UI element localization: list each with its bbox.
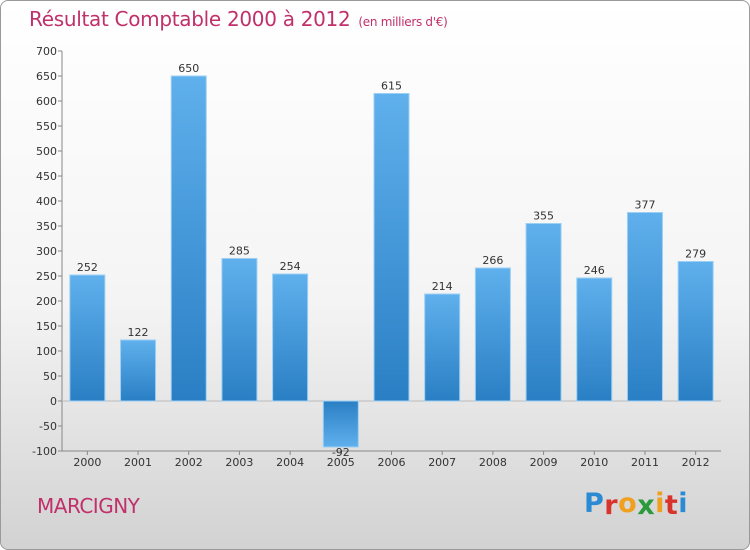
y-tick-label: 350 bbox=[36, 220, 57, 233]
x-tick-label: 2002 bbox=[175, 456, 203, 469]
data-label-2011: 377 bbox=[634, 199, 655, 212]
y-tick-label: 600 bbox=[36, 95, 57, 108]
y-tick-label: 200 bbox=[36, 295, 57, 308]
proxiti-logo: Proxiti bbox=[584, 488, 689, 521]
bar-2011 bbox=[626, 212, 663, 402]
y-tick-label: 250 bbox=[36, 270, 57, 283]
chart-title: Résultat Comptable 2000 à 2012 (en millie… bbox=[29, 7, 448, 31]
data-label-2005: -92 bbox=[332, 446, 350, 459]
data-label-2009: 355 bbox=[533, 210, 554, 223]
y-tick-label: -100 bbox=[32, 445, 57, 458]
y-axis: -100 -50 0 50 100 150 200 250 300 350 400 450 500 550… bbox=[32, 45, 63, 458]
bar-2012 bbox=[677, 261, 714, 402]
data-label-2002: 650 bbox=[178, 62, 199, 75]
logo-letter: x bbox=[637, 490, 656, 521]
bar-2001 bbox=[120, 339, 157, 402]
bar-2010 bbox=[576, 277, 613, 402]
x-tick-label: 2003 bbox=[225, 456, 253, 469]
x-tick-label: 2000 bbox=[73, 456, 101, 469]
bar-2002 bbox=[170, 75, 207, 402]
logo-letter: r bbox=[604, 490, 619, 521]
bar-2006 bbox=[373, 93, 410, 402]
data-label-2010: 246 bbox=[584, 264, 605, 277]
bar-2000 bbox=[69, 274, 106, 402]
city-name: MARCIGNY bbox=[37, 494, 140, 518]
data-label-2007: 214 bbox=[432, 280, 453, 293]
x-tick-label: 2011 bbox=[631, 456, 659, 469]
logo-letter: t bbox=[664, 490, 679, 521]
chart-title-text: Résultat Comptable 2000 à 2012 bbox=[29, 7, 351, 31]
x-tick-label: 2009 bbox=[530, 456, 558, 469]
bar-2003 bbox=[221, 258, 258, 402]
x-tick-label: 2005 bbox=[327, 456, 355, 469]
y-tick-label: 450 bbox=[36, 170, 57, 183]
x-tick-label: 2006 bbox=[378, 456, 406, 469]
y-tick-label: 50 bbox=[43, 370, 57, 383]
y-tick-label: 300 bbox=[36, 245, 57, 258]
data-label-2008: 266 bbox=[482, 254, 503, 267]
bar-2009 bbox=[525, 223, 562, 402]
x-tick-label: 2001 bbox=[124, 456, 152, 469]
bar-2005 bbox=[322, 400, 359, 448]
x-axis: 2000 2001 2002 2003 2004 2005 2006 2007 2008 2009… bbox=[62, 400, 721, 469]
x-tick-label: 2007 bbox=[428, 456, 456, 469]
bar-2004 bbox=[272, 273, 309, 402]
logo-letter: i bbox=[678, 488, 689, 519]
x-tick-label: 2004 bbox=[276, 456, 304, 469]
x-tick-label: 2012 bbox=[682, 456, 710, 469]
logo-letter: P bbox=[584, 488, 605, 519]
data-label-2001: 122 bbox=[128, 326, 149, 339]
data-label-2003: 285 bbox=[229, 245, 250, 258]
data-label-2000: 252 bbox=[77, 261, 98, 274]
y-tick-label: 0 bbox=[50, 395, 57, 408]
y-tick-label: 700 bbox=[36, 45, 57, 58]
logo-letter: i bbox=[655, 488, 665, 519]
data-labels: 252 122 650 285 254 -92 615 214 266 355 246 377 279 bbox=[77, 62, 706, 459]
data-label-2004: 254 bbox=[280, 260, 301, 273]
bar-2007 bbox=[424, 293, 461, 402]
bar-2008 bbox=[474, 267, 511, 402]
bar-chart: -100 -50 0 50 100 150 200 250 300 350 400 450 500 550… bbox=[32, 45, 721, 469]
y-tick-label: 100 bbox=[36, 345, 57, 358]
y-tick-label: 500 bbox=[36, 145, 57, 158]
logo-letter: o bbox=[618, 488, 638, 519]
y-tick-label: 550 bbox=[36, 120, 57, 133]
y-tick-label: -50 bbox=[39, 420, 57, 433]
data-label-2012: 279 bbox=[685, 248, 706, 261]
x-tick-label: 2008 bbox=[479, 456, 507, 469]
chart-subtitle: (en milliers d'€) bbox=[358, 15, 448, 29]
data-label-2006: 615 bbox=[381, 80, 402, 93]
y-tick-label: 650 bbox=[36, 70, 57, 83]
y-tick-label: 150 bbox=[36, 320, 57, 333]
x-tick-label: 2010 bbox=[580, 456, 608, 469]
y-tick-label: 400 bbox=[36, 195, 57, 208]
bars bbox=[69, 75, 714, 448]
